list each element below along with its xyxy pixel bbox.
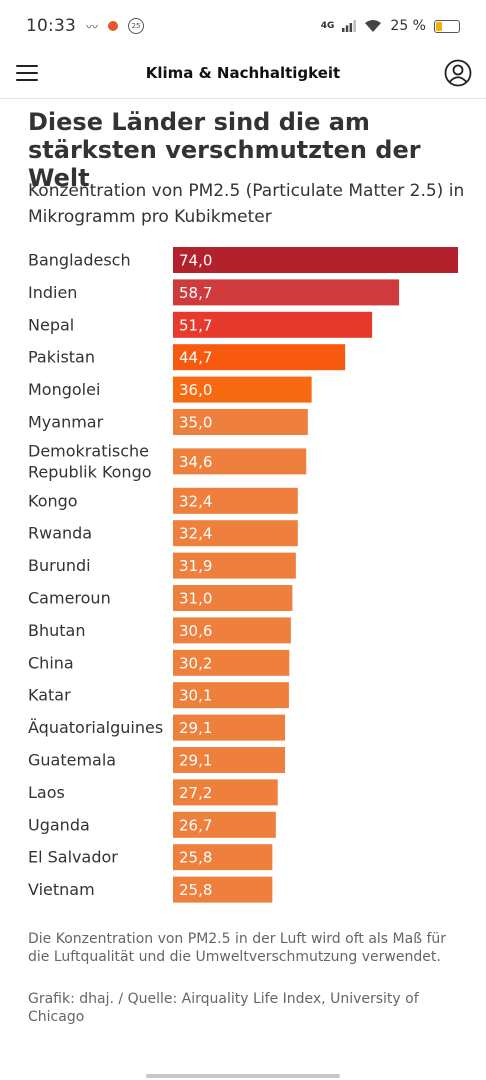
bar-china [173,649,290,676]
status-indicators: 4G 25 % [321,18,460,34]
category-label: Mongolei [28,380,100,399]
category-label: Guatemala [28,751,116,770]
status-time: 10:33 [26,16,76,36]
bar-value-label: 35,0 [179,414,212,432]
category-label: Katar [28,686,71,705]
bar-value-label: 30,2 [179,654,212,672]
bar-cameroun [173,585,293,611]
category-label: Nepal [28,315,74,334]
status-bar: 10:33 〰 25 4G 25 % [0,0,486,52]
chart-source: Grafik: dhaj. / Quelle: Airquality Life … [28,991,419,1025]
home-indicator[interactable] [146,1074,340,1078]
category-label: Kongo [28,491,78,510]
bar-value-label: 32,4 [179,492,212,510]
app-header: Klima & Nachhaltigkeit [0,52,486,99]
bar-katar [173,682,289,709]
bar-guatemala [173,747,286,773]
bar-äquatorialguines [173,714,286,741]
user-account-icon[interactable] [444,59,472,87]
bar-el-salvador [173,844,273,871]
bar-value-label: 44,7 [179,349,212,367]
bar-uganda [173,811,276,838]
bar-demokratische-republik-kongo [173,448,307,475]
bar-nepal [173,311,373,338]
bar-value-label: 30,6 [179,622,212,640]
category-label: Bangladesch [28,251,131,270]
bar-vietnam [173,876,273,903]
bar-pakistan [173,344,346,371]
chart-footnote: Die Konzentration von PM2.5 in der Luft … [28,931,447,965]
bar-value-label: 27,2 [179,784,212,802]
signal-icon [342,20,357,32]
bar-kongo [173,487,298,514]
notification-icons: 〰 25 [86,18,145,35]
wifi-icon [365,20,382,32]
category-label: Uganda [28,815,90,834]
bar-mongolei [173,376,312,403]
bar-value-label: 29,1 [179,719,212,737]
bar-value-label: 26,7 [179,816,212,834]
battery-percent: 25 % [390,18,426,34]
category-label: Bhutan [28,621,85,640]
notification-badge: 25 [128,18,145,34]
hamburger-menu-icon[interactable] [16,62,40,84]
category-label: Burundi [28,556,91,575]
chart-subtitle: Konzentration von PM2.5 (Particulate Mat… [28,181,465,227]
category-label: Cameroun [28,589,111,608]
bar-value-label: 32,4 [179,525,212,543]
bar-chart: 74,0 Bangladesch 58,7 Indien 51,7 Nepal 44,7 Pa… [28,247,458,903]
bar-value-label: 74,0 [179,252,212,270]
bar-value-label: 34,6 [179,453,212,471]
bar-bhutan [173,617,291,644]
bar-rwanda [173,520,298,547]
bar-indien [173,279,400,306]
category-label: Rwanda [28,524,92,543]
bar-laos [173,779,278,806]
bar-burundi [173,552,296,579]
category-label: China [28,653,74,672]
network-type: 4G [320,21,335,31]
bar-bangladesch [173,247,458,273]
bar-value-label: 36,0 [179,381,212,399]
category-label: Laos [28,783,65,802]
notification-wave-icon: 〰 [86,19,99,34]
category-label: Äquatorialguines [28,718,163,737]
battery-icon [434,19,460,33]
category-label: El Salvador [28,848,118,867]
bar-value-label: 31,0 [179,590,212,608]
bar-value-label: 31,9 [179,557,212,575]
bar-value-label: 58,7 [179,284,212,302]
category-label: Demokratische Republik Kongo [28,441,152,481]
bar-value-label: 25,8 [179,881,212,899]
bar-value-label: 30,1 [179,687,212,705]
chart-title: Diese Länder sind die am stärksten versc… [28,108,421,192]
bar-value-label: 25,8 [179,849,212,867]
bar-myanmar [173,409,308,435]
category-label: Vietnam [28,880,95,899]
bar-value-label: 29,1 [179,752,212,770]
category-label: Pakistan [28,348,95,367]
category-label: Indien [28,283,77,302]
category-label: Myanmar [28,413,104,432]
notification-app-icon [108,21,119,31]
bar-value-label: 51,7 [179,316,212,334]
header-title: Klima & Nachhaltigkeit [145,64,341,82]
